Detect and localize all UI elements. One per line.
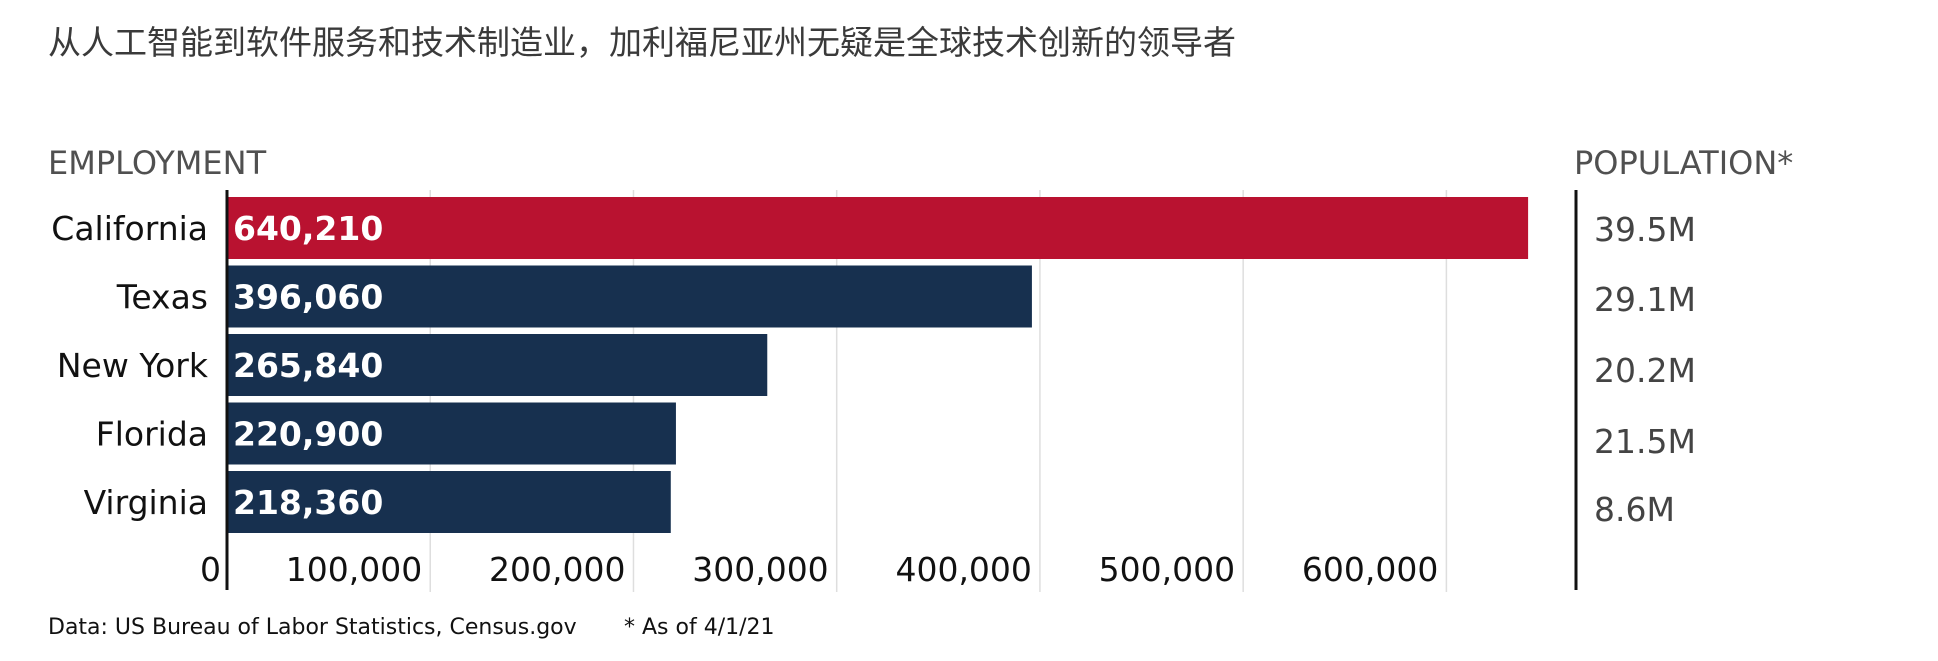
category-label: Virginia <box>84 483 208 522</box>
bar-value-label: 640,210 <box>233 209 383 248</box>
category-label: New York <box>57 346 209 385</box>
bar <box>227 334 768 396</box>
bar <box>227 197 1529 259</box>
value-labels: 640,210 396,060 265,840 220,900 218,360 <box>233 209 383 522</box>
x-tick-label: 600,000 <box>1302 550 1438 589</box>
x-tick-label: 0 <box>200 550 221 589</box>
bar <box>227 402 676 465</box>
x-tick-label: 500,000 <box>1099 550 1235 589</box>
bar-value-label: 265,840 <box>233 346 383 385</box>
data-source: Data: US Bureau of Labor Statistics, Cen… <box>48 615 577 640</box>
category-label: California <box>51 209 208 248</box>
population-values: 39.5M 29.1M 20.2M 21.5M 8.6M <box>1594 210 1696 529</box>
category-label: Texas <box>116 278 208 317</box>
population-value: 8.6M <box>1594 490 1675 529</box>
bar-value-label: 218,360 <box>233 483 383 522</box>
population-value: 29.1M <box>1594 280 1696 319</box>
bars <box>227 197 1529 533</box>
population-value: 39.5M <box>1594 210 1696 249</box>
bar-value-label: 220,900 <box>233 415 383 454</box>
employment-section-label: EMPLOYMENT <box>48 144 267 182</box>
x-tick-label: 200,000 <box>489 550 625 589</box>
bar-value-label: 396,060 <box>233 278 383 317</box>
chart-title: 从人工智能到软件服务和技术制造业，加利福尼亚州无疑是全球技术创新的领导者 <box>48 23 1236 62</box>
x-tick-label: 100,000 <box>286 550 422 589</box>
category-label: Florida <box>96 415 208 454</box>
bar <box>227 265 1032 328</box>
population-value: 20.2M <box>1594 351 1696 390</box>
population-value: 21.5M <box>1594 422 1696 461</box>
x-axis-ticks: 0 100,000 200,000 300,000 400,000 500,000 600,… <box>200 550 1438 589</box>
x-tick-label: 400,000 <box>895 550 1031 589</box>
footnote: * As of 4/1/21 <box>624 615 775 640</box>
bar <box>227 471 671 533</box>
category-labels: California Texas New York Florida Virginia <box>51 209 209 522</box>
population-section-label: POPULATION* <box>1574 144 1793 182</box>
x-tick-label: 300,000 <box>692 550 828 589</box>
